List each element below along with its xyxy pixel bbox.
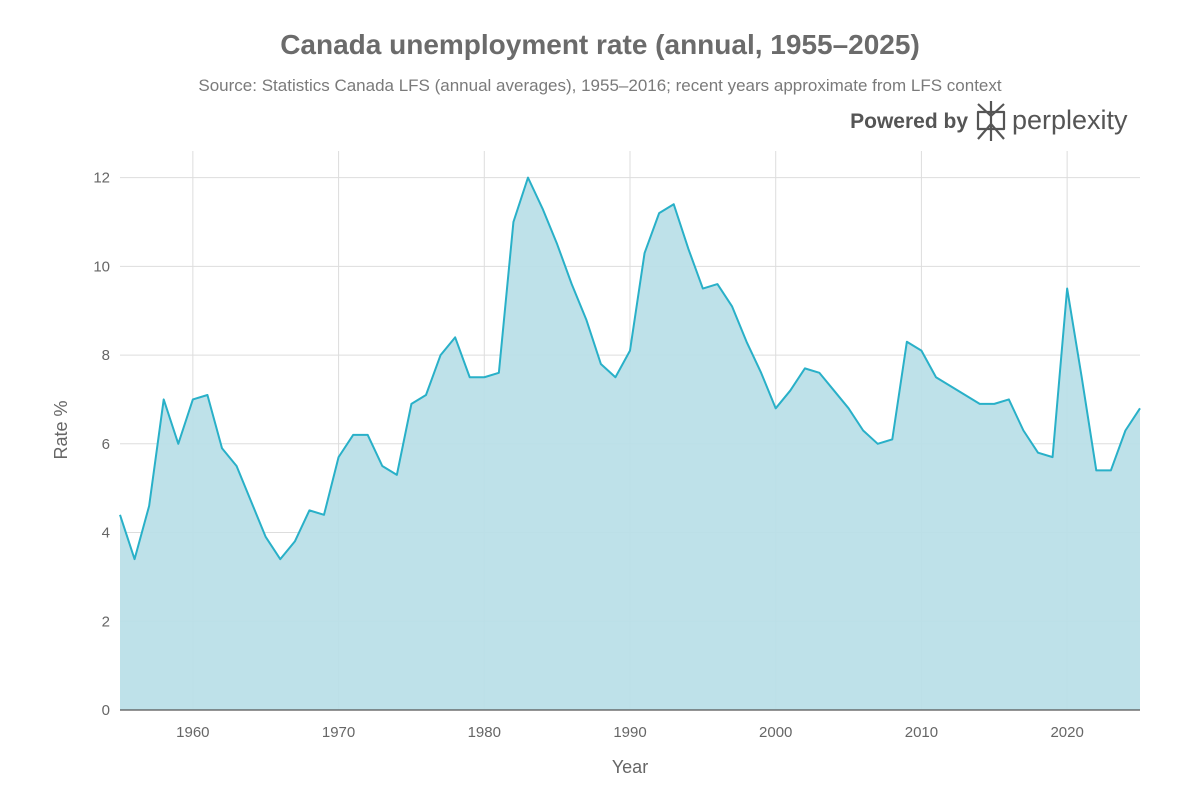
series-line bbox=[119, 176, 1141, 561]
y-axis-title: Rate % bbox=[51, 400, 71, 459]
data-point[interactable] bbox=[540, 206, 546, 212]
data-point[interactable] bbox=[962, 392, 968, 398]
chart-subtitle: Source: Statistics Canada LFS (annual av… bbox=[198, 76, 1001, 95]
data-point[interactable] bbox=[394, 472, 400, 478]
data-point[interactable] bbox=[554, 241, 560, 247]
data-point[interactable] bbox=[423, 392, 429, 398]
data-point[interactable] bbox=[773, 405, 779, 411]
data-point[interactable] bbox=[496, 370, 502, 376]
data-point[interactable] bbox=[758, 370, 764, 376]
data-point[interactable] bbox=[583, 317, 589, 323]
data-point[interactable] bbox=[292, 538, 298, 544]
data-point[interactable] bbox=[1093, 467, 1099, 473]
powered-by-perplexity[interactable]: Powered by perplexity bbox=[850, 101, 1128, 141]
data-point[interactable] bbox=[904, 339, 910, 345]
y-tick-label: 8 bbox=[102, 347, 110, 364]
data-point[interactable] bbox=[846, 405, 852, 411]
data-point[interactable] bbox=[977, 401, 983, 407]
data-point[interactable] bbox=[379, 463, 385, 469]
data-point[interactable] bbox=[744, 339, 750, 345]
chart-title: Canada unemployment rate (annual, 1955–2… bbox=[280, 29, 920, 60]
x-tick-label: 1980 bbox=[468, 724, 501, 741]
data-point[interactable] bbox=[161, 396, 167, 402]
x-tick-label: 1960 bbox=[176, 724, 209, 741]
data-point[interactable] bbox=[175, 441, 181, 447]
y-tick-label: 6 bbox=[102, 436, 110, 453]
data-point[interactable] bbox=[1050, 454, 1056, 460]
y-tick-label: 2 bbox=[102, 613, 110, 630]
perplexity-brand-name: perplexity bbox=[1012, 105, 1128, 135]
data-point[interactable] bbox=[612, 374, 618, 380]
data-point[interactable] bbox=[146, 503, 152, 509]
data-point[interactable] bbox=[1137, 405, 1143, 411]
data-point[interactable] bbox=[350, 432, 356, 438]
x-axis-title: Year bbox=[612, 757, 648, 777]
data-point[interactable] bbox=[700, 286, 706, 292]
data-point[interactable] bbox=[860, 428, 866, 434]
data-point[interactable] bbox=[598, 361, 604, 367]
data-point[interactable] bbox=[219, 445, 225, 451]
data-point[interactable] bbox=[365, 432, 371, 438]
data-point[interactable] bbox=[889, 436, 895, 442]
data-point[interactable] bbox=[481, 374, 487, 380]
data-point[interactable] bbox=[452, 334, 458, 340]
data-point[interactable] bbox=[306, 507, 312, 513]
data-point[interactable] bbox=[1064, 286, 1070, 292]
data-point[interactable] bbox=[933, 374, 939, 380]
data-point[interactable] bbox=[627, 348, 633, 354]
data-point[interactable] bbox=[234, 463, 240, 469]
data-point[interactable] bbox=[525, 175, 531, 181]
data-point[interactable] bbox=[802, 365, 808, 371]
data-point[interactable] bbox=[467, 374, 473, 380]
data-point[interactable] bbox=[875, 441, 881, 447]
y-tick-label: 10 bbox=[93, 258, 110, 275]
data-point[interactable] bbox=[671, 201, 677, 207]
data-point[interactable] bbox=[117, 512, 123, 518]
data-point[interactable] bbox=[277, 556, 283, 562]
tick-labels: 0 2 4 6 8 10 12 1960 1970 1980 1990 2000 2010 2020 bbox=[93, 170, 1084, 741]
data-point[interactable] bbox=[991, 401, 997, 407]
data-point[interactable] bbox=[831, 388, 837, 394]
data-point[interactable] bbox=[1122, 428, 1128, 434]
data-point[interactable] bbox=[816, 370, 822, 376]
y-tick-label: 0 bbox=[102, 702, 110, 719]
data-point[interactable] bbox=[787, 388, 793, 394]
data-point[interactable] bbox=[204, 392, 210, 398]
data-point[interactable] bbox=[569, 281, 575, 287]
data-point[interactable] bbox=[336, 454, 342, 460]
powered-by-label: Powered by bbox=[850, 110, 968, 133]
data-point[interactable] bbox=[408, 401, 414, 407]
data-point[interactable] bbox=[510, 219, 516, 225]
y-tick-label: 4 bbox=[102, 525, 110, 542]
data-point[interactable] bbox=[132, 556, 138, 562]
x-tick-label: 2000 bbox=[759, 724, 792, 741]
data-point[interactable] bbox=[685, 246, 691, 252]
data-point[interactable] bbox=[1006, 396, 1012, 402]
x-tick-label: 1990 bbox=[613, 724, 646, 741]
data-point[interactable] bbox=[438, 352, 444, 358]
x-tick-label: 2020 bbox=[1050, 724, 1083, 741]
data-point[interactable] bbox=[248, 498, 254, 504]
plot-area bbox=[117, 175, 1143, 711]
data-point[interactable] bbox=[714, 281, 720, 287]
data-point[interactable] bbox=[642, 250, 648, 256]
y-tick-label: 12 bbox=[93, 170, 110, 187]
data-point[interactable] bbox=[729, 303, 735, 309]
x-tick-label: 1970 bbox=[322, 724, 355, 741]
perplexity-logo-icon bbox=[976, 101, 1006, 141]
series-area-fill bbox=[120, 177, 1140, 711]
data-point[interactable] bbox=[1108, 467, 1114, 473]
data-point[interactable] bbox=[263, 534, 269, 540]
data-point[interactable] bbox=[1035, 450, 1041, 456]
data-point[interactable] bbox=[918, 348, 924, 354]
x-tick-label: 2010 bbox=[905, 724, 938, 741]
data-point[interactable] bbox=[321, 512, 327, 518]
data-point[interactable] bbox=[948, 383, 954, 389]
data-point[interactable] bbox=[1079, 374, 1085, 380]
data-point[interactable] bbox=[656, 210, 662, 216]
data-point[interactable] bbox=[1020, 428, 1026, 434]
data-point[interactable] bbox=[190, 396, 196, 402]
